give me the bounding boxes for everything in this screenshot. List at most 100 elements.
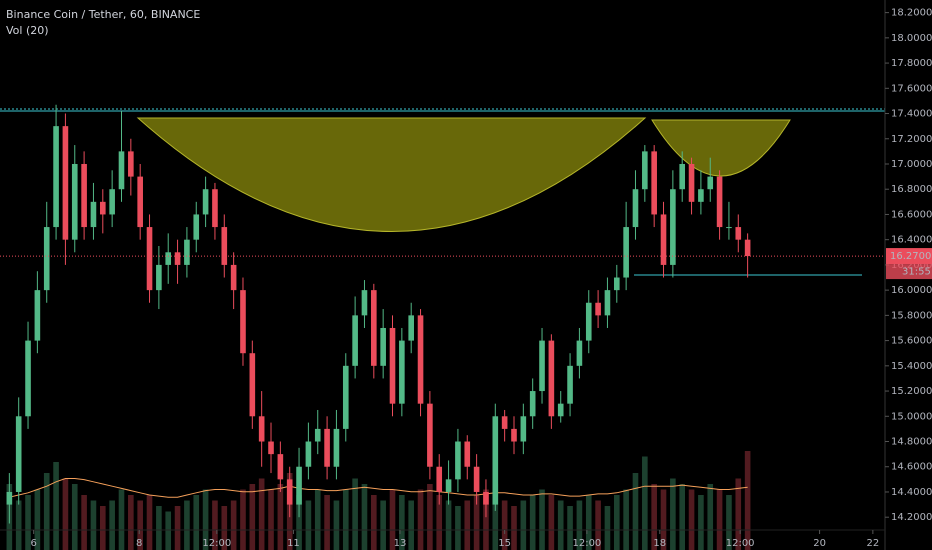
volume-bar xyxy=(249,484,256,550)
indicator-label: Vol (20) xyxy=(6,24,49,37)
candle-body xyxy=(389,327,396,404)
candle-body xyxy=(427,403,433,467)
volume-bar xyxy=(371,495,377,550)
volume-bar xyxy=(389,489,396,550)
y-tick-label: 15.6000 xyxy=(891,336,932,347)
candle-body xyxy=(118,151,125,190)
volume-bar xyxy=(15,500,22,550)
x-tick-label: 18 xyxy=(653,538,666,549)
candle-body xyxy=(483,491,489,505)
candle-body xyxy=(651,151,657,215)
candle-body xyxy=(25,340,31,417)
volume-bar xyxy=(53,462,59,550)
x-tick-label: 11 xyxy=(287,538,300,549)
candle-body xyxy=(688,163,695,202)
volume-bar xyxy=(99,506,106,550)
candle-body xyxy=(333,428,340,467)
candle-body xyxy=(585,302,592,341)
y-tick-label: 18.2000 xyxy=(891,8,932,19)
volume-bar xyxy=(557,500,564,550)
candle-body xyxy=(548,340,555,417)
candle-body xyxy=(296,466,302,505)
candle-body xyxy=(34,290,41,341)
volume-bar xyxy=(165,511,172,550)
y-tick-label: 17.0000 xyxy=(891,159,932,170)
candle-body xyxy=(174,252,181,265)
volume-bar xyxy=(314,489,321,550)
x-tick-label: 15 xyxy=(498,538,511,549)
candle-body xyxy=(660,214,667,265)
volume-bar xyxy=(529,495,536,550)
candle-body xyxy=(165,252,172,265)
x-tick-label: 20 xyxy=(813,538,826,549)
candle-body xyxy=(268,441,274,455)
candle-body xyxy=(314,428,321,442)
volume-bar xyxy=(445,500,452,550)
countdown-box xyxy=(886,264,932,280)
volume-bar xyxy=(361,484,368,550)
volume-bar xyxy=(670,478,676,550)
y-tick-label: 16.0000 xyxy=(891,285,932,296)
volume-bar xyxy=(576,500,583,550)
volume-bar xyxy=(511,506,517,550)
volume-bar xyxy=(698,495,704,550)
candle-body xyxy=(71,163,78,240)
candle-body xyxy=(277,454,284,480)
candle-body xyxy=(258,416,265,442)
candle-body xyxy=(445,479,452,492)
volume-bar xyxy=(604,506,611,550)
volume-bar xyxy=(642,456,648,550)
candle-body xyxy=(90,201,97,228)
volume-bar xyxy=(380,500,386,550)
volume-bar xyxy=(342,489,349,550)
volume-bar xyxy=(71,484,78,550)
volume-bar xyxy=(221,506,228,550)
volume-bar xyxy=(707,484,714,550)
volume-bar xyxy=(193,495,200,550)
candle-body xyxy=(670,189,676,265)
volume-bar xyxy=(455,506,461,550)
volume-bar xyxy=(62,478,69,550)
volume-bar xyxy=(137,500,143,550)
candle-body xyxy=(623,227,629,278)
y-tick-label: 16.6000 xyxy=(891,209,932,220)
candle-body xyxy=(716,176,723,228)
y-tick-label: 14.2000 xyxy=(891,512,932,523)
candle-body xyxy=(642,151,648,190)
candle-body xyxy=(15,416,22,492)
candle-body xyxy=(520,416,527,442)
volume-bar xyxy=(520,500,527,550)
candle-body xyxy=(632,189,639,228)
volume-bar xyxy=(436,495,443,550)
candle-body xyxy=(436,466,443,492)
candle-body xyxy=(371,290,377,366)
candle-body xyxy=(679,163,686,190)
y-tick-label: 17.8000 xyxy=(891,58,932,69)
candle-body xyxy=(473,466,480,492)
candle-body xyxy=(604,290,611,316)
chart-title: Binance Coin / Tether, 60, BINANCE xyxy=(6,8,200,21)
candle-body xyxy=(707,176,714,190)
x-tick-label: 13 xyxy=(394,538,407,549)
candle-body xyxy=(455,441,461,480)
candle-body xyxy=(230,264,237,291)
volume-bar xyxy=(660,489,667,550)
volume-bar xyxy=(483,489,489,550)
candle-body xyxy=(128,151,134,177)
volume-bar xyxy=(716,489,723,550)
volume-bar xyxy=(156,506,162,550)
y-tick-label: 16.8000 xyxy=(891,184,932,195)
candle-body xyxy=(62,126,69,240)
candle-body xyxy=(576,340,583,366)
volume-bar xyxy=(464,500,471,550)
volume-bar xyxy=(679,484,686,550)
countdown-label: 31:55 xyxy=(902,267,931,278)
volume-bar xyxy=(585,495,592,550)
volume-bar xyxy=(202,489,209,550)
volume-bar xyxy=(324,495,330,550)
candle-body xyxy=(43,227,50,291)
volume-bar xyxy=(34,489,41,550)
candle-body xyxy=(212,189,218,228)
candle-body xyxy=(539,340,545,392)
volume-bar xyxy=(492,484,499,550)
